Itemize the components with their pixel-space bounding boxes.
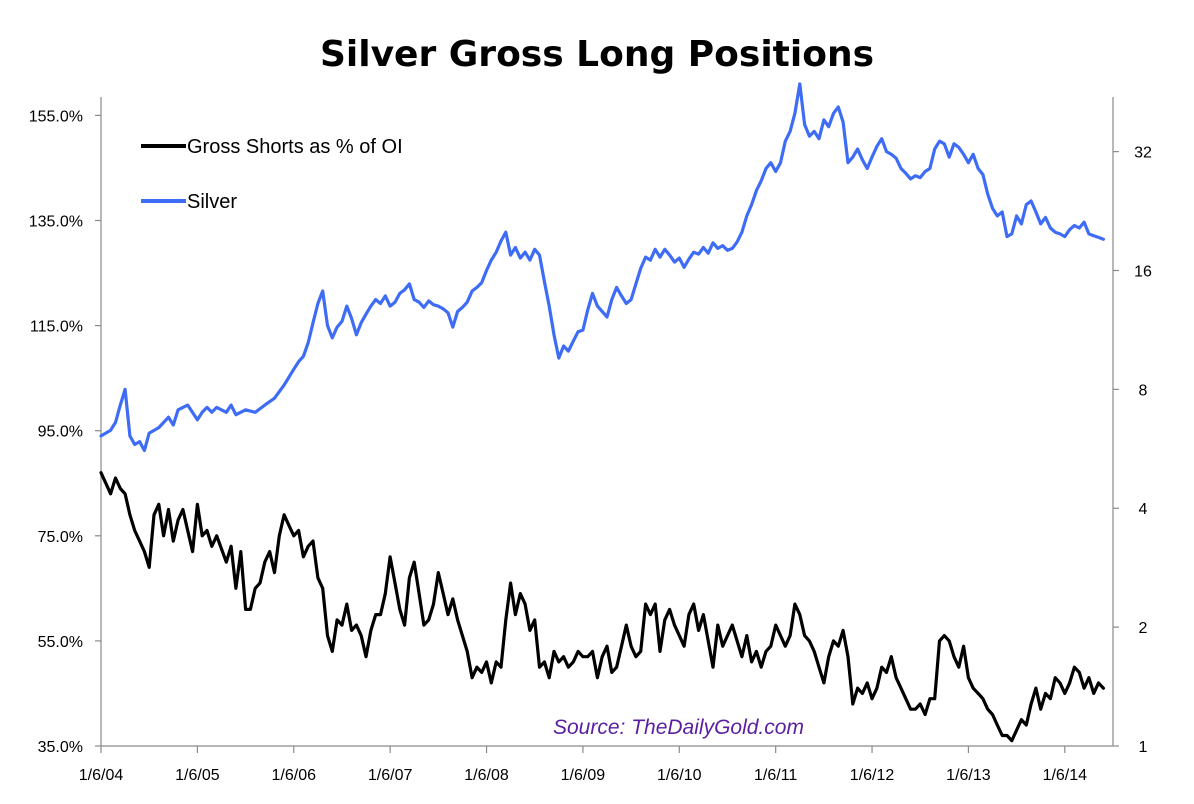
left-axis-tick-label: 135.0% <box>29 213 83 230</box>
chart-title: Silver Gross Long Positions <box>320 34 874 75</box>
x-axis-tick-label: 1/6/04 <box>79 767 124 784</box>
x-axis-tick-label: 1/6/07 <box>368 767 413 784</box>
source-annotation: Source: TheDailyGold.com <box>553 716 804 739</box>
left-axis-tick-label: 95.0% <box>38 424 83 441</box>
x-axis-tick-label: 1/6/13 <box>946 767 991 784</box>
x-axis-tick-label: 1/6/06 <box>272 767 317 784</box>
right-axis-tick-label: 32 <box>1134 145 1152 162</box>
left-axis-tick-label: 155.0% <box>29 108 83 125</box>
right-axis-tick-label: 16 <box>1134 263 1152 280</box>
left-axis-tick-label: 115.0% <box>30 319 83 336</box>
right-axis-tick-label: 4 <box>1139 501 1148 518</box>
legend: Gross Shorts as % of OI Silver <box>141 136 403 213</box>
x-axis-tick-label: 1/6/08 <box>464 767 509 784</box>
left-axis-tick-label: 55.0% <box>38 634 83 651</box>
right-axis-tick-label: 2 <box>1139 620 1148 637</box>
left-axis-tick-label: 35.0% <box>38 739 83 756</box>
left-axis-ticks: 35.0% 55.0% 75.0% 95.0% 115.0% 135.0% 155.0% <box>29 108 101 756</box>
right-axis-tick-label: 8 <box>1139 382 1148 399</box>
legend-label-silver: Silver <box>187 191 237 213</box>
x-axis-tick-label: 1/6/09 <box>561 767 606 784</box>
silver-price-line <box>99 82 1105 453</box>
series-layer <box>99 82 1105 743</box>
legend-label-gross-shorts: Gross Shorts as % of OI <box>187 136 403 158</box>
x-axis-tick-label: 1/6/05 <box>175 767 220 784</box>
x-axis-ticks: 1/6/04 1/6/05 1/6/06 1/6/07 1/6/08 1/6/09 1/6/… <box>79 746 1087 784</box>
x-axis-tick-label: 1/6/12 <box>850 767 895 784</box>
axes <box>100 97 1114 747</box>
x-axis-tick-label: 1/6/10 <box>657 767 702 784</box>
left-axis-tick-label: 75.0% <box>38 529 83 546</box>
x-axis-tick-label: 1/6/11 <box>754 767 797 784</box>
x-axis-tick-label: 1/6/14 <box>1043 767 1088 784</box>
gross-shorts-line <box>99 471 1105 743</box>
right-axis-ticks: 1 2 4 8 16 32 <box>1113 145 1152 756</box>
right-axis-tick-label: 1 <box>1139 739 1148 756</box>
